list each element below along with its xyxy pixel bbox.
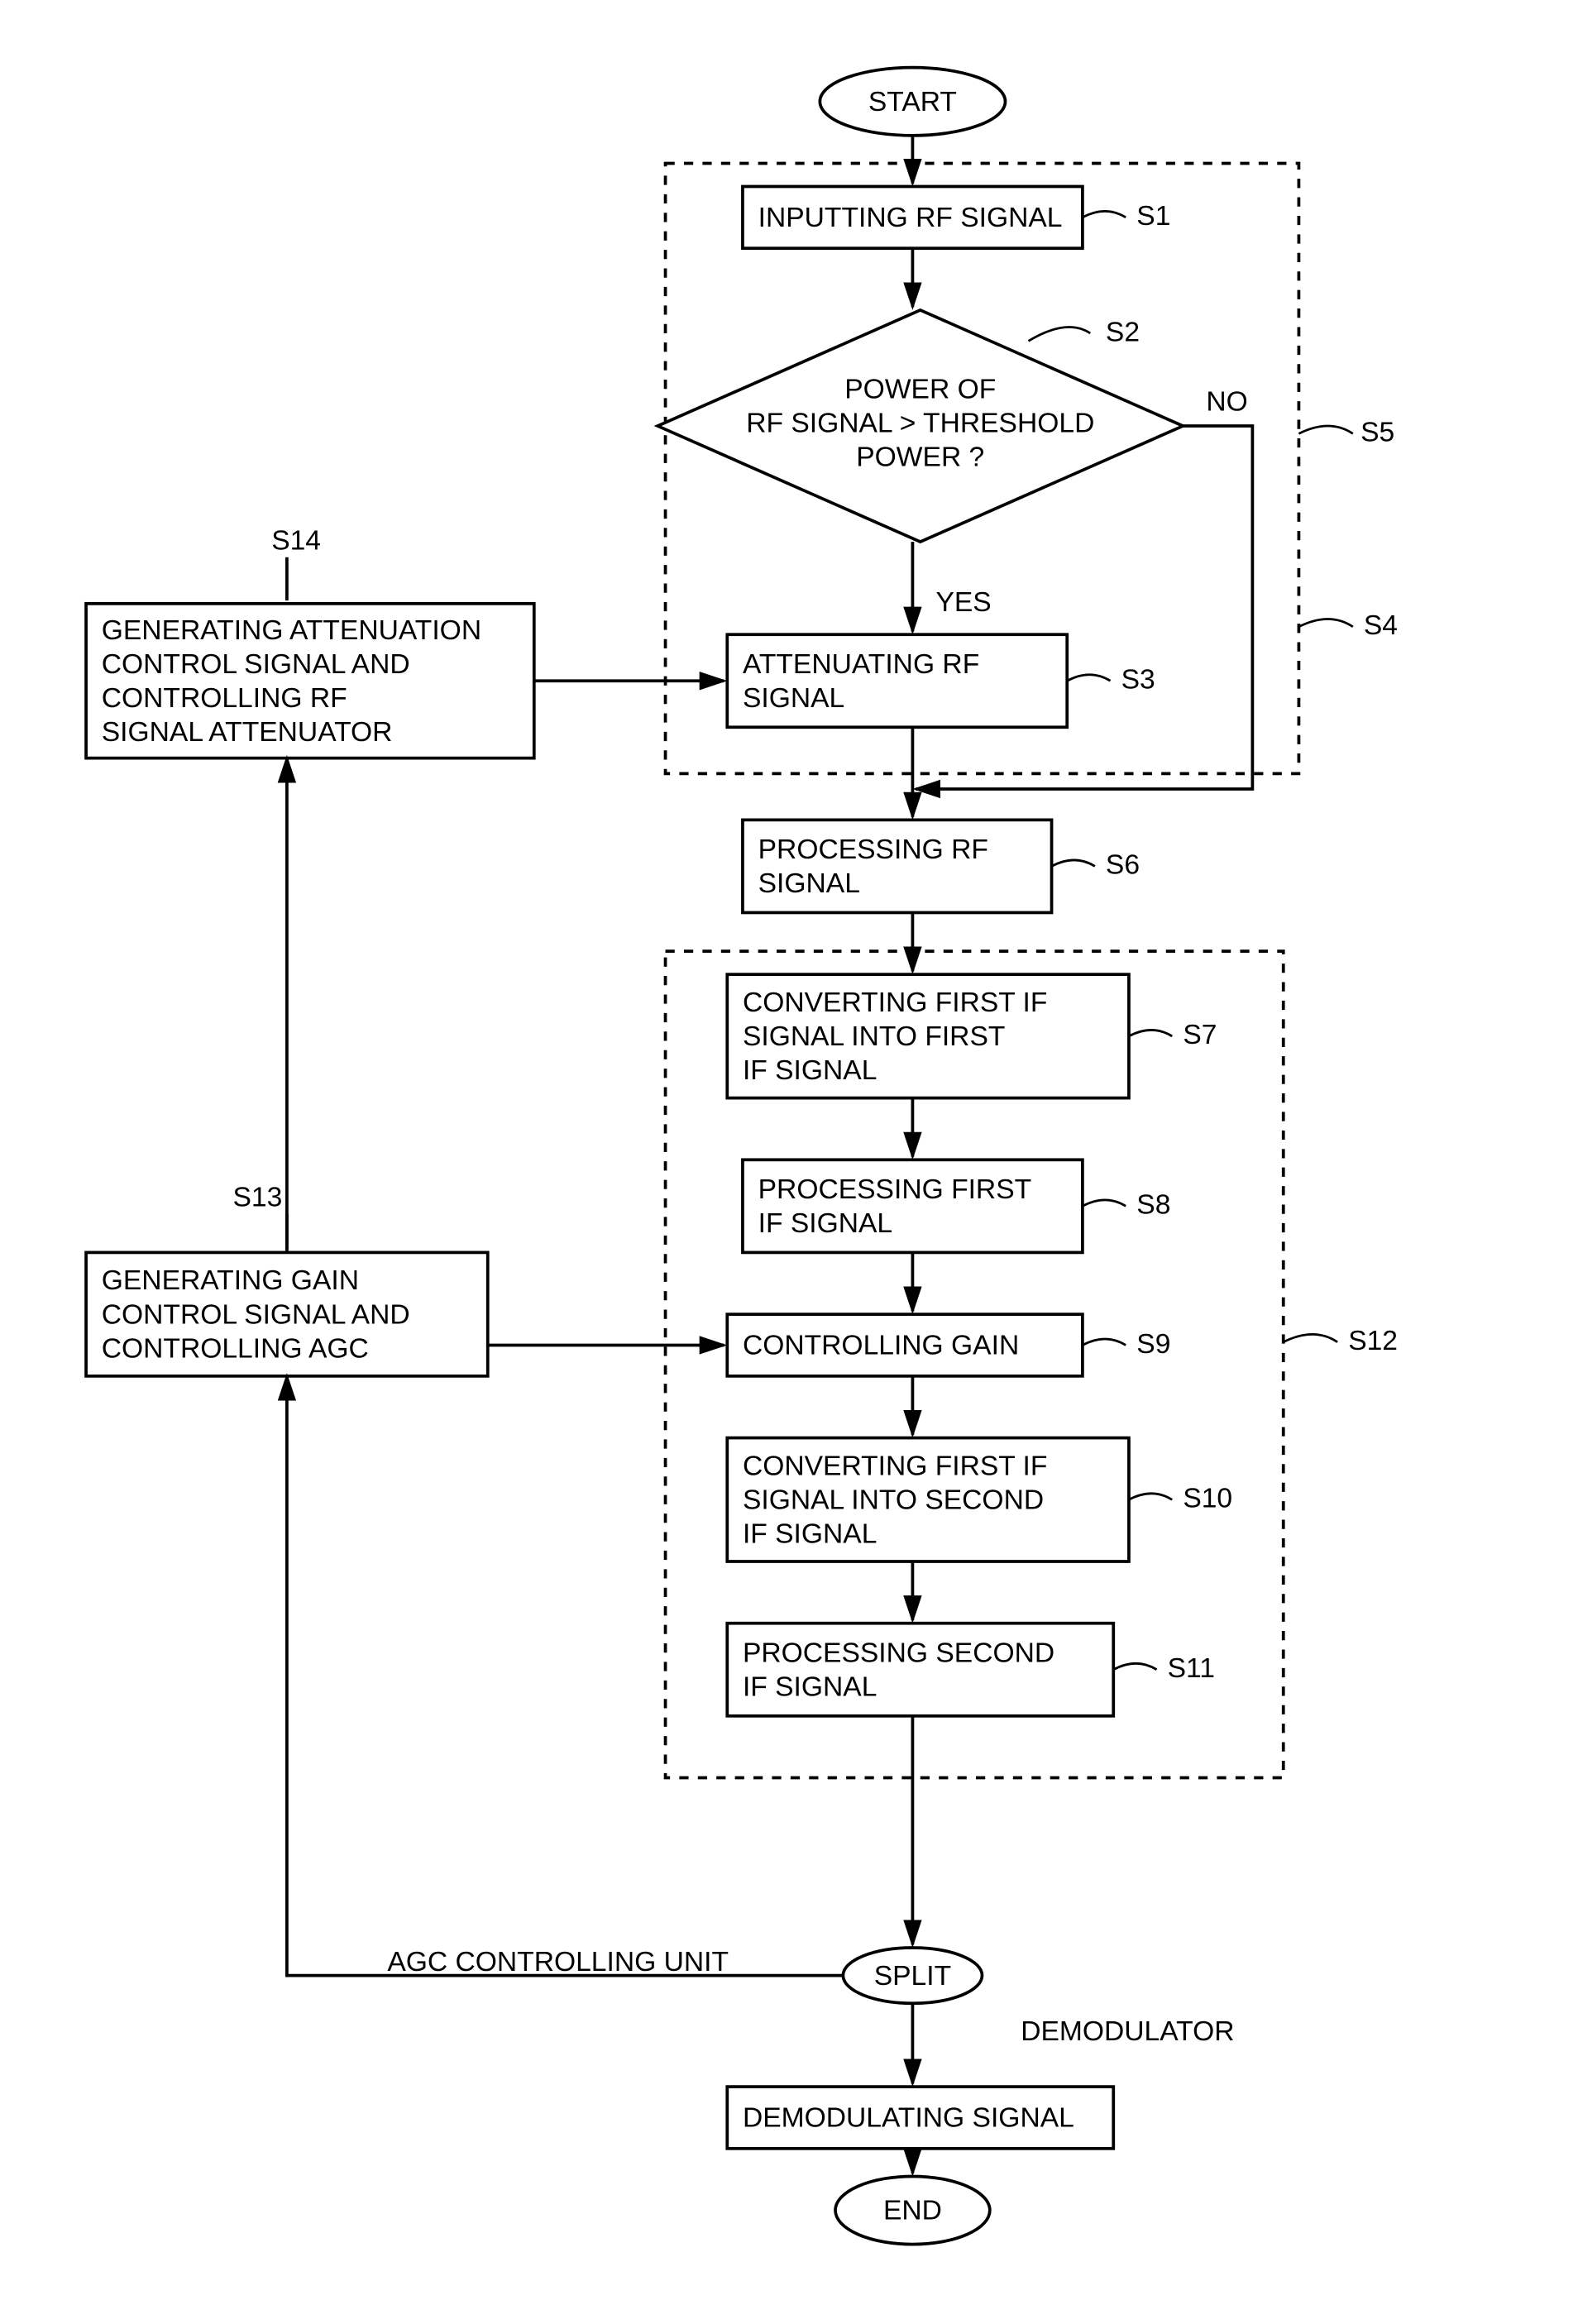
svg-text:S5: S5	[1360, 418, 1394, 448]
svg-text:CONTROLLING AGC: CONTROLLING AGC	[102, 1333, 369, 1364]
svg-text:S13: S13	[233, 1182, 283, 1212]
svg-text:DEMODULATING SIGNAL: DEMODULATING SIGNAL	[743, 2103, 1074, 2134]
svg-text:IF SIGNAL: IF SIGNAL	[743, 1672, 877, 1703]
svg-text:S1: S1	[1136, 201, 1170, 232]
svg-text:GENERATING ATTENUATION: GENERATING ATTENUATION	[102, 615, 481, 646]
svg-text:SIGNAL ATTENUATOR: SIGNAL ATTENUATOR	[102, 717, 393, 748]
svg-text:CONTROLLING GAIN: CONTROLLING GAIN	[743, 1331, 1019, 1361]
svg-text:S8: S8	[1136, 1190, 1170, 1221]
svg-text:S10: S10	[1183, 1484, 1232, 1514]
svg-text:S6: S6	[1106, 850, 1140, 881]
svg-text:CONTROL SIGNAL AND: CONTROL SIGNAL AND	[102, 649, 410, 680]
svg-text:POWER OF: POWER OF	[844, 374, 996, 404]
svg-text:IF SIGNAL: IF SIGNAL	[743, 1519, 877, 1550]
svg-text:YES: YES	[935, 587, 991, 618]
svg-text:RF SIGNAL > THRESHOLD: RF SIGNAL > THRESHOLD	[746, 408, 1094, 438]
svg-text:S4: S4	[1364, 610, 1398, 641]
svg-text:S12: S12	[1348, 1326, 1398, 1356]
svg-text:S9: S9	[1136, 1329, 1170, 1360]
svg-text:CONVERTING FIRST IF: CONVERTING FIRST IF	[743, 987, 1048, 1018]
svg-text:POWER ?: POWER ?	[856, 442, 984, 473]
svg-text:SIGNAL INTO FIRST: SIGNAL INTO FIRST	[743, 1021, 1005, 1052]
svg-text:IF SIGNAL: IF SIGNAL	[758, 1208, 892, 1239]
svg-text:S7: S7	[1183, 1020, 1217, 1050]
svg-text:SIGNAL: SIGNAL	[758, 868, 860, 899]
svg-text:AGC CONTROLLING UNIT: AGC CONTROLLING UNIT	[387, 1947, 729, 1977]
svg-text:PROCESSING FIRST: PROCESSING FIRST	[758, 1174, 1032, 1205]
svg-text:CONVERTING FIRST IF: CONVERTING FIRST IF	[743, 1451, 1048, 1481]
svg-text:CONTROL SIGNAL AND: CONTROL SIGNAL AND	[102, 1299, 410, 1330]
svg-text:START: START	[868, 87, 957, 117]
svg-text:IF SIGNAL: IF SIGNAL	[743, 1055, 877, 1086]
svg-text:GENERATING GAIN: GENERATING GAIN	[102, 1265, 359, 1296]
svg-text:NO: NO	[1206, 386, 1247, 417]
svg-text:SIGNAL INTO SECOND: SIGNAL INTO SECOND	[743, 1485, 1044, 1515]
svg-text:END: END	[883, 2196, 942, 2226]
svg-text:DEMODULATOR: DEMODULATOR	[1021, 2016, 1234, 2047]
svg-text:PROCESSING SECOND: PROCESSING SECOND	[743, 1638, 1054, 1668]
svg-text:S2: S2	[1106, 317, 1140, 347]
svg-text:S11: S11	[1168, 1653, 1215, 1684]
svg-text:PROCESSING RF: PROCESSING RF	[758, 834, 988, 865]
svg-text:S14: S14	[271, 525, 321, 556]
svg-text:ATTENUATING RF: ATTENUATING RF	[743, 649, 979, 680]
svg-text:S3: S3	[1121, 665, 1155, 696]
svg-text:SPLIT: SPLIT	[874, 1961, 951, 1992]
flowchart-diagram: START END SPLIT POWER OF RF SIGNAL > THRESHO…	[17, 17, 1561, 2288]
svg-text:INPUTTING RF SIGNAL: INPUTTING RF SIGNAL	[758, 203, 1063, 233]
svg-text:CONTROLLING RF: CONTROLLING RF	[102, 683, 347, 714]
svg-text:SIGNAL: SIGNAL	[743, 683, 844, 714]
